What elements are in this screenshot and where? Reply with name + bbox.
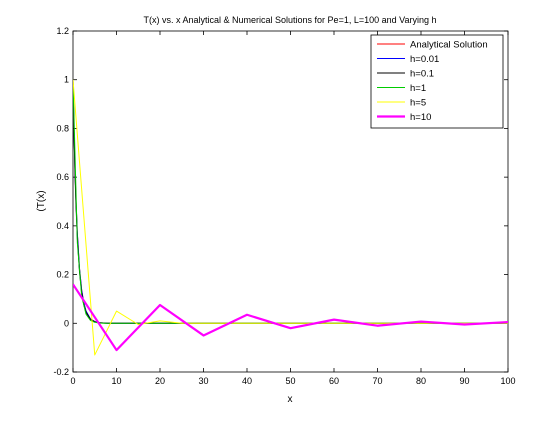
y-axis-label: (T(x) [36, 190, 47, 211]
x-tick-label: 10 [111, 376, 121, 386]
x-tick-label: 70 [372, 376, 382, 386]
y-tick-label: 0.8 [56, 123, 69, 133]
x-tick-label: 100 [500, 376, 515, 386]
y-axis: -0.2 0 0.2 0.4 0.6 0.8 1 1.2 [53, 26, 508, 377]
y-tick-label: -0.2 [53, 367, 69, 377]
legend-entry-label: Analytical Solution [410, 40, 488, 51]
series-lines [73, 79, 508, 356]
x-tick-label: 80 [416, 376, 426, 386]
y-tick-label: 0.4 [56, 221, 69, 231]
y-tick-label: 1 [64, 75, 69, 85]
x-tick-label: 90 [459, 376, 469, 386]
legend-box [370, 34, 504, 129]
x-tick-label: 30 [198, 376, 208, 386]
x-axis-label: x [288, 394, 293, 405]
x-tick-label: 20 [155, 376, 165, 386]
x-tick-label: 40 [242, 376, 252, 386]
legend-entry-label: h=0.01 [410, 54, 439, 65]
legend-entry-label: h=5 [410, 98, 426, 109]
x-tick-label: 50 [285, 376, 295, 386]
legend-entry-label: h=1 [410, 83, 426, 94]
x-axis: 0 10 20 30 40 50 60 70 80 90 100 [70, 31, 516, 386]
x-tick-label: 0 [70, 376, 75, 386]
y-tick-label: 1.2 [56, 26, 69, 36]
x-tick-label: 60 [329, 376, 339, 386]
legend-entry-label: h=10 [410, 112, 431, 123]
y-tick-label: 0 [64, 318, 69, 328]
legend-entry-label: h=0.1 [410, 69, 434, 80]
legend: Analytical Solution h=0.01 h=0.1 h=1 h=5 h=10 [370, 34, 504, 129]
y-tick-label: 0.6 [56, 172, 69, 182]
chart-title: T(x) vs. x Analytical & Numerical Soluti… [144, 15, 437, 25]
y-tick-label: 0.2 [56, 270, 69, 280]
series-line-h-10 [73, 283, 508, 352]
